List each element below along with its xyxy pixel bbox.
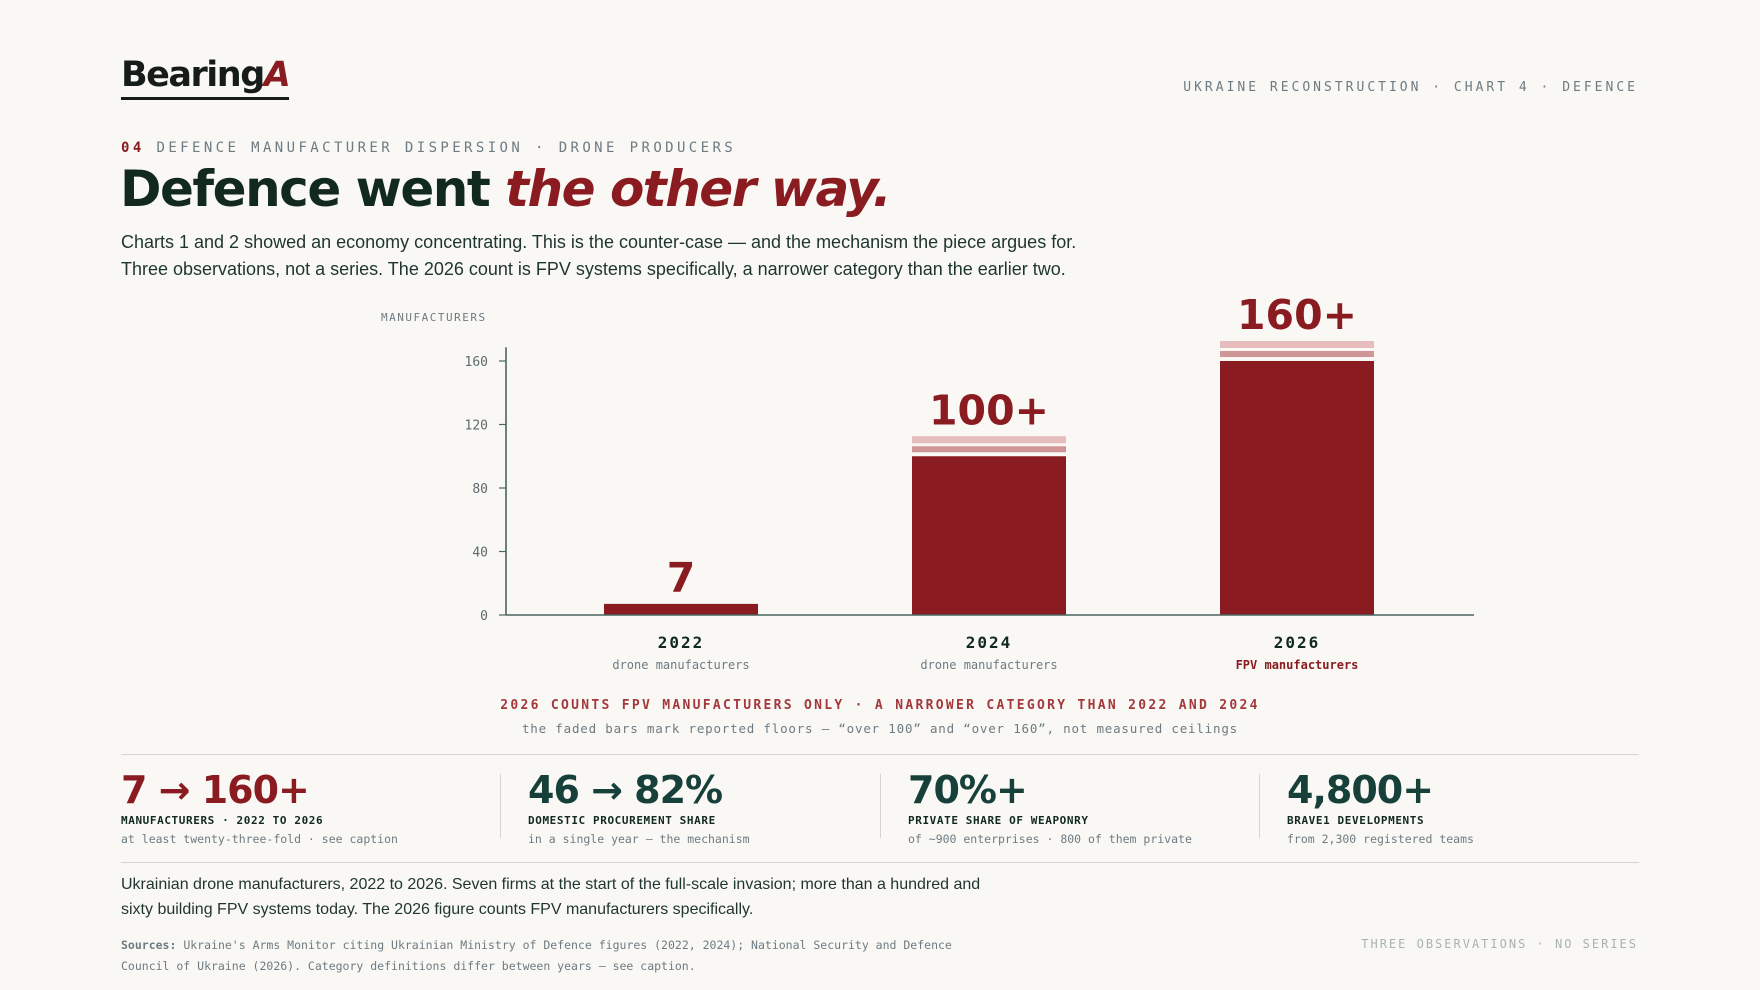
stat-divider: [880, 774, 881, 838]
chart-note-sub: the faded bars mark reported floors — “o…: [521, 721, 1238, 736]
stat-manufacturers: 7 → 160+ MANUFACTURERS · 2022 TO 2026 at…: [121, 768, 398, 846]
caption-line-2: sixty building FPV systems today. The 20…: [121, 901, 754, 918]
brand-logo[interactable]: BearingA: [121, 55, 291, 100]
caption-line-1: Ukrainian drone manufacturers, 2022 to 2…: [121, 876, 981, 893]
figure-caption: Ukrainian drone manufacturers, 2022 to 2…: [121, 872, 1061, 922]
chart-note-main: 2026 COUNTS FPV MANUFACTURERS ONLY · A N…: [500, 698, 1260, 713]
stats-row: 7 → 160+ MANUFACTURERS · 2022 TO 2026 at…: [121, 768, 1639, 846]
divider-top: [121, 754, 1639, 755]
bar-floor-band: [1220, 341, 1374, 348]
headline-plain: Defence went: [120, 160, 506, 218]
bar-value-label: 100+: [929, 386, 1049, 434]
bar-2022: [604, 603, 758, 615]
stat-label: PRIVATE SHARE OF WEAPONRY: [908, 814, 1089, 827]
section-kicker: 04 DEFENCE MANUFACTURER DISPERSION · DRO…: [121, 140, 736, 156]
bar-floor-band: [912, 446, 1066, 453]
y-tick-label: 120: [465, 419, 488, 434]
footer-note: THREE OBSERVATIONS · NO SERIES: [1361, 937, 1638, 951]
bar-2024: [912, 456, 1066, 615]
sources-line-2: Council of Ukraine (2026). Category defi…: [121, 959, 696, 973]
x-tick-label: 2026: [1274, 633, 1321, 652]
stat-divider: [1259, 774, 1260, 838]
stat-sub: of ~900 enterprises · 800 of them privat…: [908, 832, 1192, 846]
stat-domestic-procurement: 46 → 82% DOMESTIC PROCUREMENT SHARE in a…: [528, 768, 750, 846]
y-axis-title: MANUFACTURERS: [381, 311, 487, 324]
sources-line-1: Ukraine's Arms Monitor citing Ukrainian …: [183, 938, 952, 952]
stat-sub: at least twenty-three-fold · see caption: [121, 832, 398, 846]
logo-text: Bearing: [121, 55, 265, 95]
bar-floor-band: [1220, 351, 1374, 357]
intro-paragraph: Charts 1 and 2 showed an economy concent…: [121, 229, 1181, 283]
logo-accent: A: [263, 55, 291, 95]
series-breadcrumb: UKRAINE RECONSTRUCTION · CHART 4 · DEFEN…: [1183, 80, 1638, 95]
bar-value-label: 160+: [1237, 291, 1357, 339]
sources-note: Sources: Ukraine's Arms Monitor citing U…: [121, 935, 991, 977]
stat-divider: [500, 774, 501, 838]
x-tick-sublabel: drone manufacturers: [920, 658, 1057, 672]
stat-label: BRAVE1 DEVELOPMENTS: [1287, 814, 1425, 827]
y-tick-label: 40: [472, 546, 488, 561]
y-tick-label: 0: [480, 609, 488, 624]
bar-2026: [1220, 361, 1374, 615]
bar-floor-band: [912, 436, 1066, 444]
stat-value: 70%+: [908, 768, 1028, 812]
bar-value-label: 7: [667, 554, 696, 602]
x-tick-label: 2024: [966, 633, 1013, 652]
bar-chart: MANUFACTURERS 0 40 80 120 160 7 2022 drone man…: [381, 291, 1474, 672]
page-title: Defence went the other way.: [120, 160, 892, 218]
bars-group: 7 2022 drone manufacturers 100+ 2024 drone ma…: [604, 291, 1374, 672]
divider-bottom: [121, 862, 1639, 863]
section-number: 04: [121, 140, 145, 156]
x-tick-label: 2022: [658, 633, 705, 652]
x-tick-sublabel: FPV manufacturers: [1236, 658, 1359, 672]
stat-sub: in a single year — the mechanism: [528, 832, 750, 846]
stat-sub: from 2,300 registered teams: [1287, 832, 1474, 846]
headline-accent: the other way.: [505, 160, 892, 218]
y-tick-label: 80: [472, 482, 488, 497]
stat-label: MANUFACTURERS · 2022 TO 2026: [121, 814, 324, 827]
stat-private-share: 70%+ PRIVATE SHARE OF WEAPONRY of ~900 e…: [908, 768, 1192, 846]
stat-label: DOMESTIC PROCUREMENT SHARE: [528, 814, 716, 827]
y-axis-ticks: 0 40 80 120 160: [465, 355, 506, 624]
section-kicker-text: DEFENCE MANUFACTURER DISPERSION · DRONE …: [156, 140, 737, 156]
stat-brave1: 4,800+ BRAVE1 DEVELOPMENTS from 2,300 re…: [1287, 768, 1474, 846]
y-tick-label: 160: [465, 355, 488, 370]
intro-line-2: Three observations, not a series. The 20…: [121, 259, 1066, 279]
stat-value: 4,800+: [1287, 768, 1434, 812]
stat-value: 46 → 82%: [528, 768, 723, 812]
intro-line-1: Charts 1 and 2 showed an economy concent…: [121, 232, 1077, 252]
sources-label: Sources:: [121, 938, 177, 952]
stat-value: 7 → 160+: [121, 768, 310, 812]
x-tick-sublabel: drone manufacturers: [612, 658, 749, 672]
